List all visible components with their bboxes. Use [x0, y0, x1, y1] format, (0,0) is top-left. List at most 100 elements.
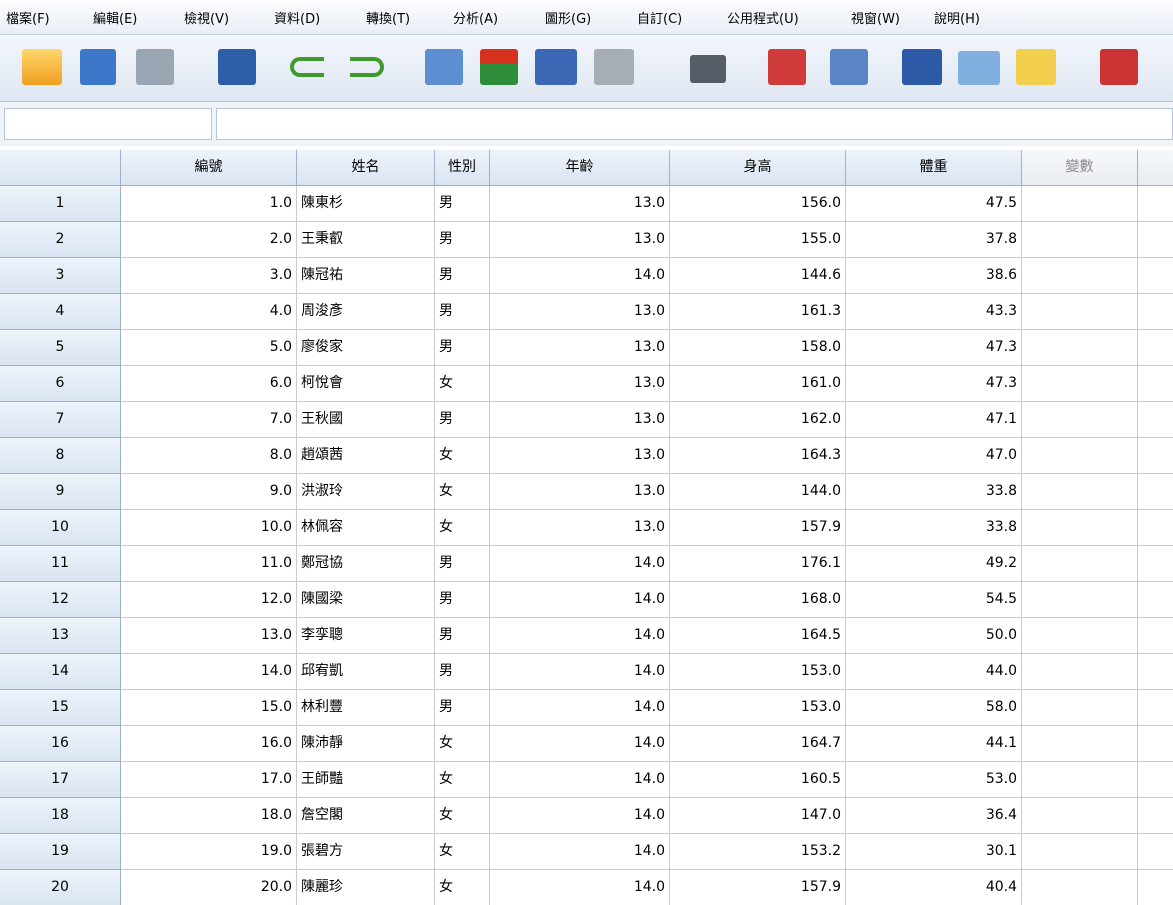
- data-cell[interactable]: 13.0: [490, 222, 670, 258]
- data-cell[interactable]: 30.1: [846, 834, 1022, 870]
- row-header[interactable]: 15: [0, 690, 121, 726]
- row-header[interactable]: 5: [0, 330, 121, 366]
- row-header[interactable]: 7: [0, 402, 121, 438]
- empty-cell[interactable]: [1138, 294, 1173, 330]
- find-icon[interactable]: [690, 55, 726, 83]
- row-header[interactable]: 9: [0, 474, 121, 510]
- data-cell[interactable]: 47.5: [846, 186, 1022, 222]
- data-cell[interactable]: 鄭冠協: [297, 546, 435, 582]
- column-header[interactable]: 變: [1138, 150, 1173, 186]
- data-cell[interactable]: 張碧方: [297, 834, 435, 870]
- data-cell[interactable]: 10.0: [121, 510, 297, 546]
- menu-item[interactable]: 公用程式(U): [727, 12, 799, 27]
- data-cell[interactable]: 男: [435, 654, 490, 690]
- data-cell[interactable]: 女: [435, 474, 490, 510]
- data-cell[interactable]: 13.0: [490, 510, 670, 546]
- column-header[interactable]: 姓名: [297, 150, 435, 186]
- data-cell[interactable]: 7.0: [121, 402, 297, 438]
- row-header[interactable]: 20: [0, 870, 121, 905]
- empty-cell[interactable]: [1138, 690, 1173, 726]
- menu-item[interactable]: 編輯(E): [93, 12, 138, 27]
- data-cell[interactable]: 37.8: [846, 222, 1022, 258]
- empty-cell[interactable]: [1022, 726, 1138, 762]
- empty-cell[interactable]: [1138, 366, 1173, 402]
- data-cell[interactable]: 153.0: [670, 690, 846, 726]
- data-cell[interactable]: 男: [435, 186, 490, 222]
- empty-cell[interactable]: [1022, 186, 1138, 222]
- data-cell[interactable]: 38.6: [846, 258, 1022, 294]
- row-header[interactable]: 2: [0, 222, 121, 258]
- data-cell[interactable]: 155.0: [670, 222, 846, 258]
- data-cell[interactable]: 16.0: [121, 726, 297, 762]
- data-cell[interactable]: 47.3: [846, 330, 1022, 366]
- data-cell[interactable]: 15.0: [121, 690, 297, 726]
- data-cell[interactable]: 43.3: [846, 294, 1022, 330]
- data-cell[interactable]: 14.0: [490, 546, 670, 582]
- empty-cell[interactable]: [1138, 798, 1173, 834]
- empty-cell[interactable]: [1138, 654, 1173, 690]
- dialog-recall-icon[interactable]: [218, 49, 256, 85]
- data-cell[interactable]: 陳東杉: [297, 186, 435, 222]
- data-cell[interactable]: 14.0: [490, 258, 670, 294]
- cell-name-box[interactable]: [4, 108, 212, 140]
- empty-cell[interactable]: [1022, 366, 1138, 402]
- data-cell[interactable]: 陳麗珍: [297, 870, 435, 905]
- menu-item[interactable]: 檢視(V): [184, 12, 230, 27]
- menu-item[interactable]: 轉換(T): [366, 12, 411, 27]
- column-header[interactable]: 年齡: [490, 150, 670, 186]
- print-icon[interactable]: [136, 49, 174, 85]
- data-cell[interactable]: 女: [435, 726, 490, 762]
- data-cell[interactable]: 邱宥凱: [297, 654, 435, 690]
- row-header[interactable]: 19: [0, 834, 121, 870]
- data-cell[interactable]: 144.6: [670, 258, 846, 294]
- row-header[interactable]: 17: [0, 762, 121, 798]
- data-cell[interactable]: 陳沛靜: [297, 726, 435, 762]
- empty-cell[interactable]: [1138, 222, 1173, 258]
- data-cell[interactable]: 49.2: [846, 546, 1022, 582]
- open-icon[interactable]: [22, 49, 62, 85]
- row-header[interactable]: 11: [0, 546, 121, 582]
- data-cell[interactable]: 男: [435, 690, 490, 726]
- empty-cell[interactable]: [1138, 870, 1173, 905]
- save-icon[interactable]: [80, 49, 116, 85]
- empty-cell[interactable]: [1022, 222, 1138, 258]
- cell-value-box[interactable]: [216, 108, 1173, 140]
- data-cell[interactable]: 柯悅會: [297, 366, 435, 402]
- data-cell[interactable]: 男: [435, 294, 490, 330]
- data-cell[interactable]: 13.0: [490, 474, 670, 510]
- data-cell[interactable]: 2.0: [121, 222, 297, 258]
- data-cell[interactable]: 8.0: [121, 438, 297, 474]
- data-cell[interactable]: 14.0: [490, 690, 670, 726]
- data-cell[interactable]: 9.0: [121, 474, 297, 510]
- row-header[interactable]: 4: [0, 294, 121, 330]
- insert-variable-icon[interactable]: [830, 49, 868, 85]
- data-cell[interactable]: 161.3: [670, 294, 846, 330]
- data-cell[interactable]: 13.0: [490, 366, 670, 402]
- empty-cell[interactable]: [1022, 510, 1138, 546]
- empty-cell[interactable]: [1138, 510, 1173, 546]
- data-cell[interactable]: 176.1: [670, 546, 846, 582]
- data-cell[interactable]: 陳冠祐: [297, 258, 435, 294]
- data-cell[interactable]: 147.0: [670, 798, 846, 834]
- select-cases-icon[interactable]: [1016, 49, 1056, 85]
- data-cell[interactable]: 林利豐: [297, 690, 435, 726]
- data-cell[interactable]: 女: [435, 510, 490, 546]
- undo-icon[interactable]: [290, 57, 324, 77]
- data-cell[interactable]: 男: [435, 618, 490, 654]
- data-cell[interactable]: 男: [435, 546, 490, 582]
- data-cell[interactable]: 40.4: [846, 870, 1022, 905]
- empty-cell[interactable]: [1022, 654, 1138, 690]
- data-cell[interactable]: 14.0: [490, 582, 670, 618]
- empty-cell[interactable]: [1022, 402, 1138, 438]
- value-labels-icon[interactable]: [1100, 49, 1138, 85]
- empty-cell[interactable]: [1138, 402, 1173, 438]
- data-cell[interactable]: 13.0: [490, 294, 670, 330]
- data-cell[interactable]: 林佩容: [297, 510, 435, 546]
- data-cell[interactable]: 女: [435, 834, 490, 870]
- data-cell[interactable]: 164.5: [670, 618, 846, 654]
- data-cell[interactable]: 14.0: [490, 870, 670, 905]
- row-header[interactable]: 3: [0, 258, 121, 294]
- column-header[interactable]: 變數: [1022, 150, 1138, 186]
- empty-cell[interactable]: [1022, 582, 1138, 618]
- row-header[interactable]: 12: [0, 582, 121, 618]
